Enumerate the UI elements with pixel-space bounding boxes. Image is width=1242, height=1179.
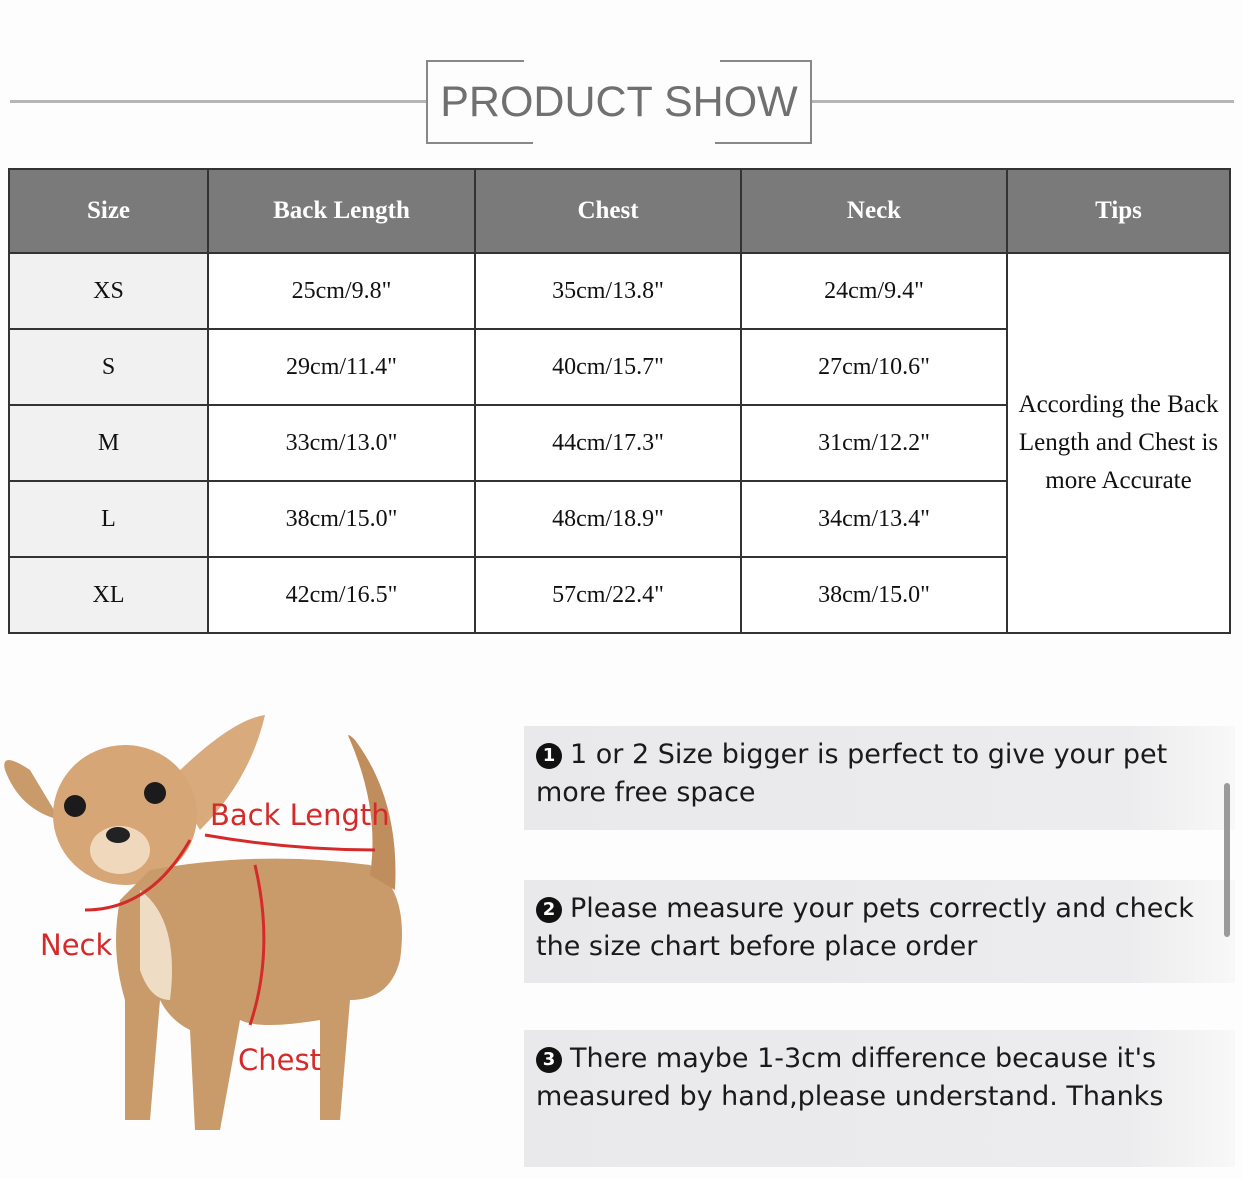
column-header-back-length: Back Length [207, 168, 476, 254]
note-text: There maybe 1-3cm difference because it'… [536, 1043, 1164, 1112]
title-rule-left [10, 100, 426, 103]
column-header-tips: Tips [1006, 168, 1231, 254]
chest-cell: 48cm/18.9" [474, 480, 742, 558]
table-row: S 29cm/11.4" 40cm/15.7" 27cm/10.6" [8, 328, 1230, 406]
back-length-cell: 33cm/13.0" [207, 404, 476, 482]
back-length-cell: 25cm/9.8" [207, 252, 476, 330]
back-length-cell: 38cm/15.0" [207, 480, 476, 558]
column-header-chest: Chest [474, 168, 742, 254]
note-text: 1 or 2 Size bigger is perfect to give yo… [536, 739, 1168, 808]
chest-line [248, 864, 266, 1026]
back-length-line [204, 833, 376, 852]
back-length-label: Back Length [210, 798, 390, 832]
size-cell: S [8, 328, 209, 406]
number-2-icon: 2 [536, 897, 562, 923]
table-row: L 38cm/15.0" 48cm/18.9" 34cm/13.4" [8, 480, 1230, 558]
chest-cell: 57cm/22.4" [474, 556, 742, 634]
back-length-cell: 42cm/16.5" [207, 556, 476, 634]
tips-cell: According the Back Length and Chest is m… [1006, 252, 1231, 634]
column-header-size: Size [8, 168, 209, 254]
neck-cell: 34cm/13.4" [740, 480, 1008, 558]
size-cell: L [8, 480, 209, 558]
column-header-neck: Neck [740, 168, 1008, 254]
scrollbar[interactable] [1224, 783, 1230, 937]
note-2: 2 Please measure your pets correctly and … [524, 880, 1235, 983]
note-text: Please measure your pets correctly and c… [536, 893, 1194, 962]
table-row: XL 42cm/16.5" 57cm/22.4" 38cm/15.0" [8, 556, 1230, 634]
back-length-cell: 29cm/11.4" [207, 328, 476, 406]
number-1-icon: 1 [536, 743, 562, 769]
neck-cell: 38cm/15.0" [740, 556, 1008, 634]
title-frame: PRODUCT SHOW [426, 60, 812, 144]
size-cell: XS [8, 252, 209, 330]
chest-cell: 35cm/13.8" [474, 252, 742, 330]
size-cell: XL [8, 556, 209, 634]
neck-cell: 27cm/10.6" [740, 328, 1008, 406]
note-3: 3 There maybe 1-3cm difference because it… [524, 1030, 1235, 1167]
chest-label: Chest [238, 1043, 321, 1077]
neck-cell: 24cm/9.4" [740, 252, 1008, 330]
size-cell: M [8, 404, 209, 482]
table-row: M 33cm/13.0" 44cm/17.3" 31cm/12.2" [8, 404, 1230, 482]
title-rule-right [810, 100, 1234, 103]
page-title: PRODUCT SHOW [440, 78, 798, 126]
number-3-icon: 3 [536, 1047, 562, 1073]
neck-cell: 31cm/12.2" [740, 404, 1008, 482]
table-header-row: Size Back Length Chest Neck Tips [8, 168, 1231, 254]
chest-cell: 40cm/15.7" [474, 328, 742, 406]
size-chart-table: Size Back Length Chest Neck Tips XS 25cm… [8, 168, 1231, 634]
table-row: XS 25cm/9.8" 35cm/13.8" 24cm/9.4" Accord… [8, 252, 1231, 634]
neck-label: Neck [40, 928, 113, 962]
dog-illustration [4, 715, 402, 1130]
chest-cell: 44cm/17.3" [474, 404, 742, 482]
neck-line [84, 839, 192, 912]
